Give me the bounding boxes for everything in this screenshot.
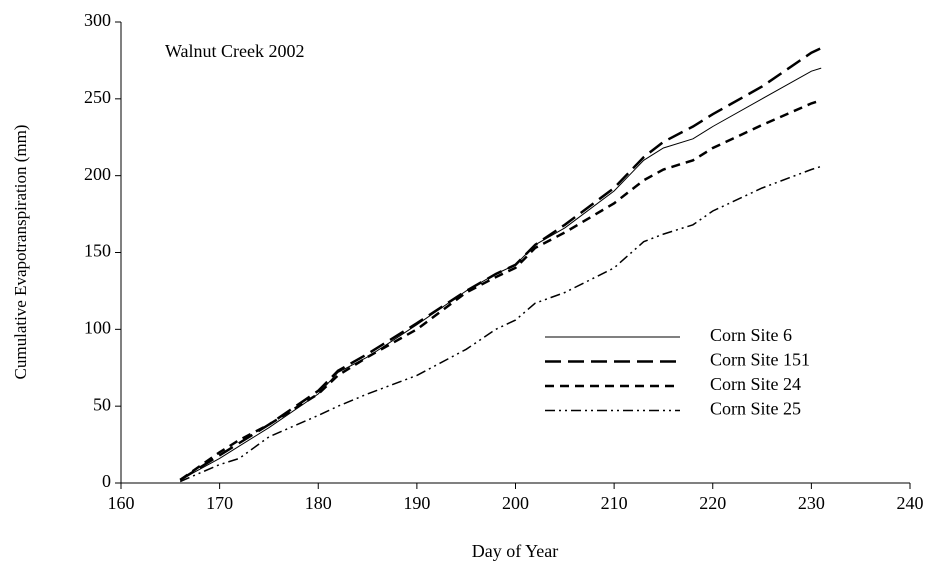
y-tick-label: 200 <box>84 164 111 184</box>
x-tick-label: 190 <box>403 493 430 513</box>
y-tick-label: 50 <box>93 394 111 414</box>
legend-label: Corn Site 151 <box>710 350 810 370</box>
x-tick-label: 220 <box>699 493 726 513</box>
y-tick-label: 100 <box>84 317 111 337</box>
series-line <box>179 99 822 481</box>
series-line <box>179 165 822 483</box>
y-tick-label: 300 <box>84 10 111 30</box>
legend-label: Corn Site 24 <box>710 374 801 394</box>
x-tick-label: 200 <box>502 493 529 513</box>
y-tick-label: 0 <box>102 471 111 491</box>
annotation: Walnut Creek 2002 <box>165 41 305 61</box>
x-tick-label: 160 <box>108 493 135 513</box>
y-axis-label: Cumulative Evapotranspiration (mm) <box>11 125 30 380</box>
x-tick-label: 180 <box>305 493 332 513</box>
x-tick-label: 170 <box>206 493 233 513</box>
x-axis-label: Day of Year <box>472 541 558 561</box>
x-tick-label: 210 <box>601 493 628 513</box>
y-tick-label: 150 <box>84 241 111 261</box>
x-tick-label: 240 <box>897 493 924 513</box>
legend-label: Corn Site 25 <box>710 399 801 419</box>
legend-label: Corn Site 6 <box>710 325 792 345</box>
x-tick-label: 230 <box>798 493 825 513</box>
y-tick-label: 250 <box>84 87 111 107</box>
